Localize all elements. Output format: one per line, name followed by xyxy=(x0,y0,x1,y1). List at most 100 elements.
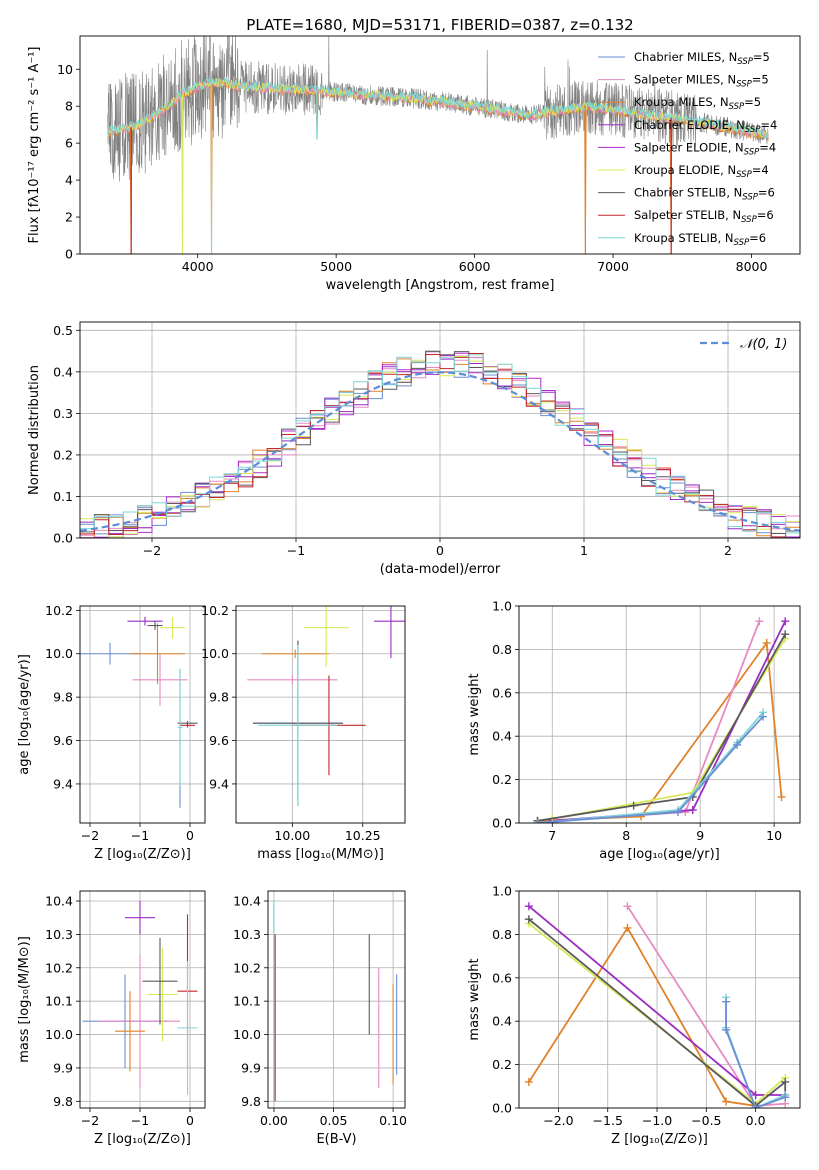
mass-weight-marker xyxy=(781,1077,790,1086)
legend-entry: Chabrier STELIB, NSSP=6 xyxy=(598,186,775,203)
mass-weight-marker xyxy=(681,808,690,817)
y-tick-label: 2 xyxy=(65,210,73,225)
legend-label-suffix: =5 xyxy=(744,95,761,109)
mass-weight-line xyxy=(537,640,783,822)
plot-area-age_vs_mass xyxy=(247,606,405,806)
x-tick-label: 10.25 xyxy=(345,828,381,843)
normal-distribution-curve xyxy=(80,371,800,532)
y-tick-label: 9.4 xyxy=(53,776,73,791)
y-tick-label: 0.5 xyxy=(53,323,73,338)
model-spectrum-kroupa_stelib xyxy=(107,76,769,139)
y-tick-label: 9.9 xyxy=(53,1060,73,1075)
x-axis-label: (data-model)/error xyxy=(380,562,501,577)
legend-label: Salpeter ELODIE, NSSP=4 xyxy=(634,140,776,157)
y-tick-label: 9.6 xyxy=(53,733,73,748)
mass-weight-marker xyxy=(781,1093,790,1102)
legend-label: Kroupa ELODIE, NSSP=4 xyxy=(634,163,769,180)
x-tick-label: 0.00 xyxy=(260,1113,288,1128)
errorbar-point xyxy=(258,645,338,806)
legend-label-text: Chabrier MILES, N xyxy=(634,50,737,64)
errorbar-point xyxy=(180,723,195,728)
plot-area-mass_vs_ebv xyxy=(273,901,398,1102)
y-axis-label: Normed distribution xyxy=(27,365,42,495)
y-tick-label: 10.3 xyxy=(233,927,261,942)
errorbar-point xyxy=(303,606,349,667)
x-tick-label: 6000 xyxy=(459,259,491,274)
y-tick-label: 10.1 xyxy=(45,994,73,1009)
mass-weight-line xyxy=(528,926,756,1107)
x-tick-label: 7000 xyxy=(597,259,629,274)
mass-weight-marker xyxy=(623,902,632,911)
legend-label: Salpeter STELIB, NSSP=6 xyxy=(634,208,774,225)
x-tick-label: 0.0 xyxy=(746,1113,766,1128)
legend-entry: Chabrier MILES, NSSP=5 xyxy=(598,50,770,67)
axes-age_vs_Z: −2 −1 0 9.4 9.6 9.8 10.0 10.2 Z [log₁₀(Z/Z⊙)] age… xyxy=(17,603,206,862)
y-tick-label: 10.0 xyxy=(201,646,229,661)
axes-frame xyxy=(79,890,206,1109)
x-tick-label: −2 xyxy=(143,543,161,558)
legend-label-suffix: =6 xyxy=(749,231,766,245)
legend-entry: Salpeter ELODIE, NSSP=4 xyxy=(598,140,776,157)
legend-label-sub: SSP xyxy=(736,80,752,90)
legend-entry: Kroupa ELODIE, NSSP=4 xyxy=(598,163,769,180)
legend-label: Chabrier ELODIE, NSSP=4 xyxy=(634,118,777,135)
legend-label-suffix: =4 xyxy=(760,118,777,132)
y-tick-label: 10.0 xyxy=(45,646,73,661)
axes-massweight_vs_age: 7 8 9 10 0.0 0.2 0.4 0.6 0.8 1.0 age [log₁₀(age/yr… xyxy=(467,599,801,862)
mass-weight-line xyxy=(725,1001,786,1108)
errorbar-point xyxy=(247,675,338,685)
model-spectrum-kroupa_elodie xyxy=(107,77,769,254)
y-tick-label: 10.2 xyxy=(201,603,229,618)
y-tick-label: 6 xyxy=(65,136,73,151)
legend-entry: Salpeter MILES, NSSP=5 xyxy=(598,73,769,90)
x-tick-label: 0 xyxy=(186,828,194,843)
y-axis-label: mass weight xyxy=(467,958,482,1040)
legend-label-sub: SSP xyxy=(737,57,753,67)
y-axis-label: Flux [fλ10⁻¹⁷ erg cm⁻² s⁻¹ A⁻¹] xyxy=(27,47,42,244)
x-tick-label: 0.05 xyxy=(320,1113,348,1128)
legend-label-suffix: =5 xyxy=(753,50,770,64)
x-tick-label: −1 xyxy=(287,543,305,558)
x-tick-label: 2 xyxy=(724,543,732,558)
y-tick-label: 10.2 xyxy=(45,603,73,618)
mass-weight-marker xyxy=(524,915,533,924)
y-tick-label: 1.0 xyxy=(492,884,512,899)
errorbar-point xyxy=(125,901,155,935)
x-tick-label: −0.5 xyxy=(691,1113,721,1128)
errorbar-point xyxy=(177,961,198,1095)
mass-weight-line xyxy=(537,711,764,823)
axes-frame xyxy=(79,321,801,539)
mass-weight-line xyxy=(552,620,787,822)
legend-label: Kroupa STELIB, NSSP=6 xyxy=(634,231,766,248)
y-tick-label: 9.9 xyxy=(241,1060,261,1075)
chart-title: PLATE=1680, MJD=53171, FIBERID=0387, z=0… xyxy=(246,16,633,34)
errorbar-point xyxy=(261,649,329,659)
plot-area-massweight_vs_Z xyxy=(524,902,790,1108)
histogram-chabrier_stelib xyxy=(80,350,800,534)
legend-label-sub: SSP xyxy=(741,215,757,225)
axes-frame xyxy=(79,35,801,255)
mass-weight-marker xyxy=(781,617,790,626)
y-tick-label: 0.0 xyxy=(492,816,512,831)
errorbar-point xyxy=(147,947,178,1042)
y-tick-label: 8 xyxy=(65,99,73,114)
y-tick-label: 0.0 xyxy=(492,1101,512,1116)
x-tick-label: −1.0 xyxy=(642,1113,672,1128)
legend-label: Chabrier MILES, NSSP=5 xyxy=(634,50,770,67)
plot-area-mass_vs_Z xyxy=(82,901,198,1095)
legend-label-text: Kroupa STELIB, N xyxy=(634,231,734,245)
y-tick-label: 0.3 xyxy=(53,406,73,421)
x-axis-label: E(B-V) xyxy=(316,1132,356,1147)
errorbar-point xyxy=(130,623,185,685)
y-tick-label: 9.8 xyxy=(53,690,73,705)
errorbar-point xyxy=(100,954,180,1088)
axes-age_vs_mass: 10.00 10.25 9.4 9.6 9.8 10.0 10.2 mass [log₁₀(M… xyxy=(201,603,406,862)
legend-label-text: Salpeter ELODIE, N xyxy=(634,140,744,154)
x-tick-label: 10 xyxy=(766,828,782,843)
legend-label-sub: SSP xyxy=(742,193,758,203)
mass-weight-line xyxy=(528,918,787,1107)
y-tick-label: 0 xyxy=(65,247,73,262)
mass-weight-marker xyxy=(781,630,790,639)
mass-weight-marker xyxy=(759,712,768,721)
